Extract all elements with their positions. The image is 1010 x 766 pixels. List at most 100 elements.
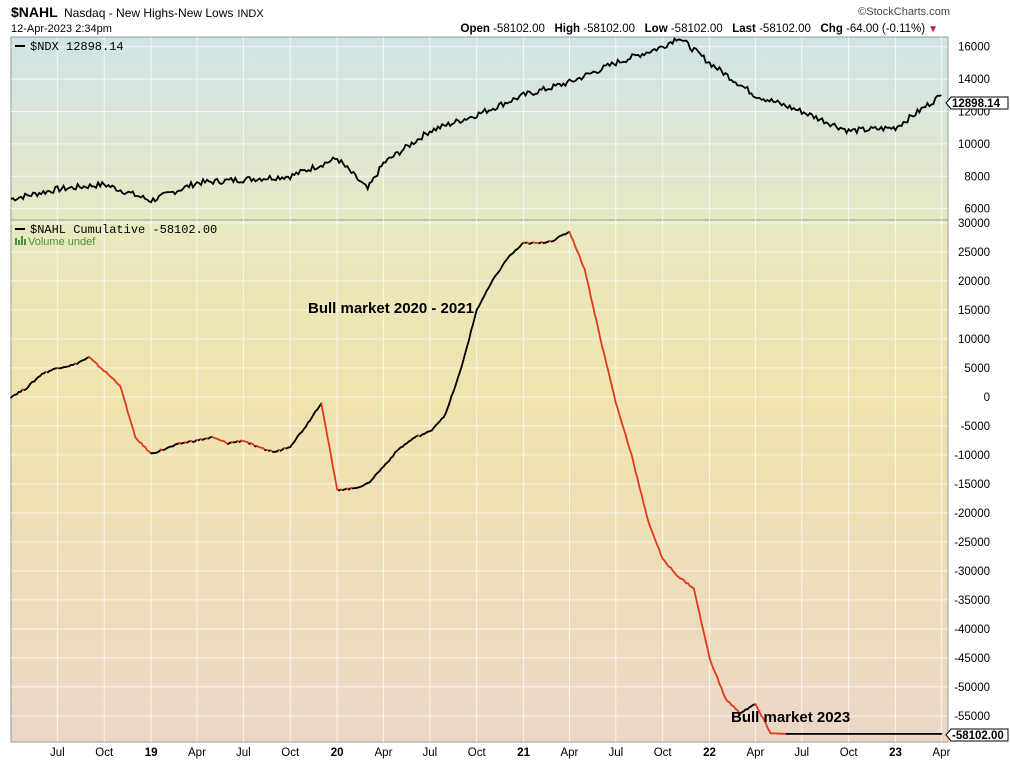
upper-panel [10, 36, 949, 221]
y-tick-label: 15000 [958, 305, 990, 317]
nahl-line-segment [593, 312, 598, 322]
y-tick-label: -35000 [954, 595, 990, 607]
nahl-line-segment [657, 547, 662, 556]
nahl-line-segment [448, 395, 453, 404]
y-tick-label: -25000 [954, 537, 990, 549]
nahl-line-segment [595, 320, 600, 331]
nahl-line-segment [710, 662, 715, 670]
low-label: Low [644, 23, 668, 35]
nahl-line-segment [128, 416, 133, 425]
x-tick-label: 19 [145, 747, 158, 759]
ndx-line [10, 37, 942, 204]
x-tick-label: 21 [517, 747, 530, 759]
nahl-last-value-callout: -58102.00 [945, 728, 1009, 742]
x-tick-label: Jul [794, 747, 809, 759]
nahl-line-segment [696, 605, 701, 615]
high-label: High [554, 23, 581, 35]
quote-bar: Open -58102.00 High -58102.00 Low -58102… [461, 23, 939, 35]
nahl-line-segment [332, 466, 337, 480]
nahl-line-segment [603, 353, 608, 364]
x-tick-label: 22 [703, 747, 716, 759]
nahl-line-segment [698, 613, 703, 625]
nahl-line-segment [462, 352, 467, 362]
x-tick-label: Oct [654, 747, 673, 759]
nahl-line-segment [471, 316, 476, 326]
y-tick-label: 20000 [958, 276, 990, 288]
nahl-line-segment [632, 462, 637, 473]
instrument-name-text: Nasdaq - New Highs-New Lows [64, 6, 234, 20]
nahl-line-segment [119, 384, 123, 393]
nahl-line-segment [702, 630, 707, 642]
nahl-line-segment [636, 477, 641, 489]
nahl-line-segment [618, 414, 623, 424]
annotation-bull-2020: Bull market 2020 - 2021 [308, 300, 474, 317]
nahl-line-segment [473, 308, 478, 319]
x-tick-label: Apr [560, 747, 578, 759]
x-tick-label: Apr [746, 747, 764, 759]
nahl-line-segment [458, 366, 463, 375]
x-tick-label: Oct [840, 747, 859, 759]
nahl-line-segment [334, 477, 339, 491]
ndx-legend: $NDX 12898.14 [30, 40, 124, 54]
nahl-line-segment [121, 390, 125, 400]
y-tick-label: -20000 [954, 508, 990, 520]
nahl-line-segment [466, 338, 471, 348]
nahl-last-value: -58102.00 [952, 730, 1004, 742]
y-tick-label: -5000 [961, 421, 990, 433]
annotation-bull-2023: Bull market 2023 [731, 709, 850, 726]
x-tick-label: Oct [468, 747, 487, 759]
exchange-label: INDX [237, 8, 264, 20]
chg-label: Chg [820, 23, 843, 35]
nahl-line-segment [692, 587, 697, 598]
x-tick-label: Oct [95, 747, 114, 759]
nahl-line-segment [468, 329, 472, 341]
nahl-line-segment [324, 423, 329, 437]
nahl-line-segment [326, 434, 331, 447]
y-tick-label: 30000 [958, 218, 990, 230]
y-tick-label: 14000 [958, 74, 990, 86]
nahl-line-segment [123, 397, 127, 406]
nahl-line-segment [716, 676, 721, 685]
nahl-line-segment [446, 401, 451, 410]
y-tick-label: -55000 [954, 711, 990, 723]
nahl-line-segment [630, 453, 635, 465]
y-tick-label: -45000 [954, 653, 990, 665]
y-tick-label: 10000 [958, 139, 990, 151]
last-label: Last [732, 23, 756, 35]
nahl-line-segment [624, 434, 629, 444]
y-tick-label: 8000 [964, 171, 990, 183]
nahl-line-segment [583, 268, 588, 280]
nahl-line-segment [704, 639, 709, 650]
nahl-line-segment [320, 402, 325, 416]
volume-icon [15, 236, 26, 245]
nahl-line-segment [614, 402, 619, 410]
x-tick-label: Apr [375, 747, 393, 759]
down-arrow-icon: ▼ [928, 24, 938, 35]
nahl-legend: $NAHL Cumulative -58102.00 [30, 223, 217, 237]
nahl-line-segment [132, 429, 137, 439]
nahl-line-segment [640, 493, 645, 504]
x-tick-label: Apr [188, 747, 206, 759]
x-tick-label: 23 [889, 747, 902, 759]
nahl-line-segment [616, 407, 621, 417]
y-tick-label: -50000 [954, 682, 990, 694]
nahl-line-segment [634, 470, 639, 480]
open-value: -58102.00 [493, 23, 545, 35]
nahl-line-segment [330, 455, 335, 469]
nahl-line-segment [708, 656, 713, 665]
nahl-line-segment [578, 253, 582, 262]
open-label: Open [460, 23, 490, 35]
nahl-line-segment [587, 285, 592, 298]
nahl-line-segment [444, 407, 449, 415]
nahl-line-segment [460, 359, 465, 369]
nahl-line-segment [130, 423, 135, 432]
nahl-line-segment [452, 384, 457, 393]
nahl-line-segment [622, 427, 627, 436]
low-value: -58102.00 [670, 23, 723, 35]
ndx-last-value-callout: 12898.14 [945, 96, 1009, 110]
nahl-line-segment [613, 393, 617, 405]
chart-header: $NAHL Nasdaq - New Highs-New Lows INDX 12… [0, 0, 1010, 40]
nahl-line-segment [585, 277, 590, 288]
nahl-line-segment [607, 369, 611, 380]
nahl-line-segment [464, 345, 469, 355]
